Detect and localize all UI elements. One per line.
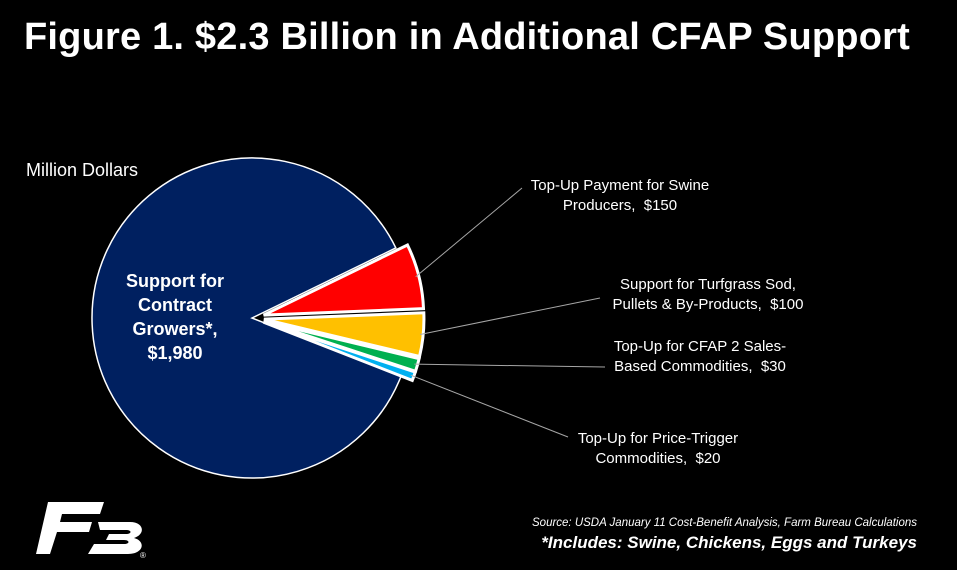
slice-label-4: Top-Up for Price-Trigger Commodities, $20 xyxy=(578,430,738,467)
leader-line-1 xyxy=(415,187,523,278)
svg-text:®: ® xyxy=(140,551,146,560)
units-label: Million Dollars xyxy=(26,160,139,180)
slice-label-0: Support for Contract Growers*, $1,980 xyxy=(126,271,224,363)
source-note: Source: USDA January 11 Cost-Benefit Ana… xyxy=(532,517,917,529)
leader-line-2 xyxy=(419,297,601,335)
pie-slice-2 xyxy=(263,311,426,359)
pie-slice-1 xyxy=(262,242,426,317)
leader-line-4 xyxy=(410,374,569,438)
slice-label-2: Support for Turfgrass Sod, Pullets & By-P… xyxy=(613,276,804,313)
chart-title: Figure 1. $2.3 Billion in Additional CFA… xyxy=(24,16,910,58)
pie-slice-0 xyxy=(91,157,402,479)
slice-label-3: Top-Up for CFAP 2 Sales-Based Commoditie… xyxy=(614,338,786,375)
slice-label-1: Top-Up Payment for Swine Producers, $150 xyxy=(531,177,709,214)
footnote: *Includes: Swine, Chickens, Eggs and Tur… xyxy=(541,533,917,552)
leader-line-3 xyxy=(414,363,606,368)
farm-bureau-logo: ® xyxy=(36,502,146,560)
